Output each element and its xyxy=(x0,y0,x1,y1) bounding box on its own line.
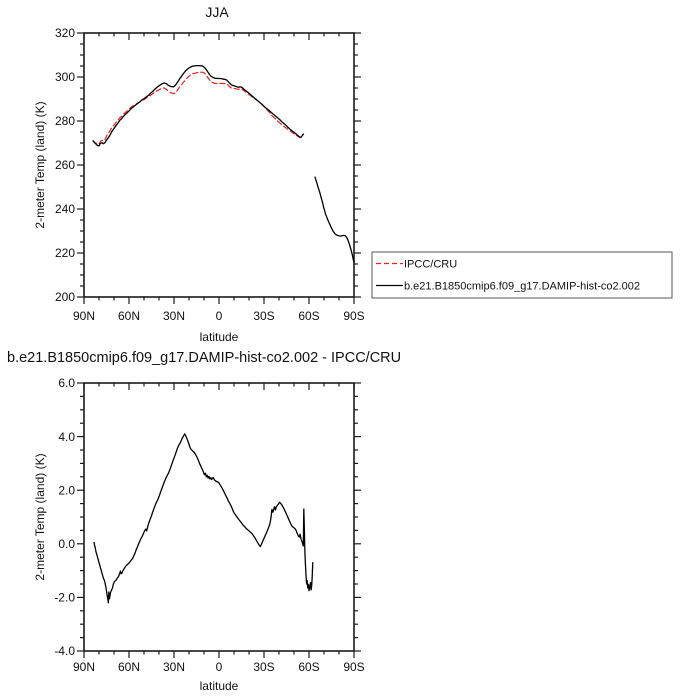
y-tick-label: 280 xyxy=(55,114,75,128)
series-line xyxy=(93,433,314,604)
bottom-panel-title: b.e21.B1850cmip6.f09_g17.DAMIP-hist-co2.… xyxy=(7,350,401,366)
y-tick-label: 6.0 xyxy=(58,376,75,390)
bottom-panel: b.e21.B1850cmip6.f09_g17.DAMIP-hist-co2.… xyxy=(7,350,401,693)
series-line xyxy=(314,176,355,263)
y-tick-label: -2.0 xyxy=(54,591,75,605)
top-x-axis-label: latitude xyxy=(200,330,239,344)
bottom-y-axis-label: 2-meter Temp (land) (K) xyxy=(33,453,47,580)
x-tick-label: 90S xyxy=(343,660,364,674)
x-tick-label: 60S xyxy=(298,309,319,323)
x-tick-label: 90N xyxy=(73,660,95,674)
x-tick-label: 0 xyxy=(216,660,223,674)
x-tick-label: 90S xyxy=(343,309,364,323)
bottom-tick-labels: 90N 60N 30N 0 30S 60S 90S 6.0 4.0 2.0 0.0 -2.0 -4.0 xyxy=(54,376,364,674)
bottom-axis-ticks xyxy=(77,382,361,658)
x-tick-label: 30N xyxy=(163,660,185,674)
x-tick-label: 60S xyxy=(298,660,319,674)
y-tick-label: 320 xyxy=(55,26,75,40)
x-tick-label: 90N xyxy=(73,309,95,323)
axes-frame xyxy=(83,382,355,652)
y-tick-label: 300 xyxy=(55,70,75,84)
series-line xyxy=(92,71,305,146)
top-tick-labels: 90N 60N 30N 0 30S 60S 90S 320 300 280 260 240 220 200 xyxy=(55,26,365,323)
x-tick-label: 30S xyxy=(253,660,274,674)
top-axes-frame xyxy=(83,32,355,298)
top-y-axis-label: 2-meter Temp (land) (K) xyxy=(33,101,47,228)
legend-box xyxy=(371,251,673,299)
top-curves xyxy=(92,64,355,263)
y-tick-label: 4.0 xyxy=(58,430,75,444)
legend: IPCC/CRU b.e21.B1850cmip6.f09_g17.DAMIP-… xyxy=(371,251,673,299)
series-line xyxy=(92,64,305,147)
y-tick-label: 220 xyxy=(55,246,75,260)
top-axis-ticks xyxy=(77,32,361,304)
x-tick-label: 60N xyxy=(118,309,140,323)
y-tick-label: 240 xyxy=(55,202,75,216)
bottom-axes-frame xyxy=(83,382,355,652)
legend-entry-model: b.e21.B1850cmip6.f09_g17.DAMIP-hist-co2.… xyxy=(404,281,640,293)
x-tick-label: 60N xyxy=(118,660,140,674)
bottom-curves xyxy=(93,433,314,604)
x-tick-label: 30S xyxy=(253,309,274,323)
x-tick-label: 0 xyxy=(216,309,223,323)
y-tick-label: 2.0 xyxy=(58,483,75,497)
top-panel-title: JJA xyxy=(205,4,229,20)
top-panel: JJA 2-meter Temp (land) (K) latitude 90N… xyxy=(33,4,365,344)
legend-entry-ipcc-cru: IPCC/CRU xyxy=(404,259,457,271)
y-tick-label: 0.0 xyxy=(58,537,75,551)
x-tick-label: 30N xyxy=(163,309,185,323)
y-tick-label: 200 xyxy=(55,290,75,304)
y-tick-label: 260 xyxy=(55,158,75,172)
y-tick-label: -4.0 xyxy=(54,644,75,658)
axes-frame xyxy=(83,32,355,298)
bottom-x-axis-label: latitude xyxy=(200,679,239,693)
